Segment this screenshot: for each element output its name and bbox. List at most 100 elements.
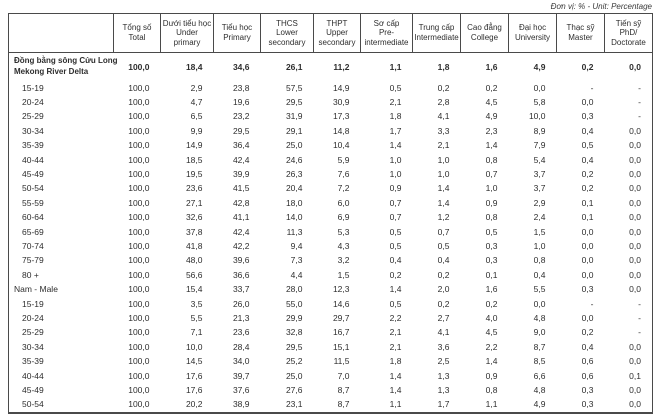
cell-value: 100,0: [128, 341, 150, 352]
row-label: 45-49: [9, 167, 114, 181]
row-label: 40-44: [9, 369, 114, 383]
cell-value: 0,0: [533, 298, 546, 309]
cell-value: 0,5: [437, 240, 450, 251]
cell-value: 1,0: [437, 154, 450, 165]
cell-value: 0,8: [485, 154, 498, 165]
table-row: 30-34 100,0 9,9 29,5 29,1 14,8 1,7 3,3 2,3 8,9 0,4…: [9, 124, 653, 138]
cell-value: 0,7: [485, 168, 498, 179]
table-row: 40-44 100,0 17,6 39,7 25,0 7,0 1,4 1,3 0,9 6,6 0,6…: [9, 369, 653, 383]
column-header-3: THCS Lower secondary: [260, 13, 314, 53]
cell-value: 2,1: [389, 341, 402, 352]
cell-value: 29,9: [285, 313, 303, 323]
cell-value: 1,4: [485, 356, 498, 367]
unit-note: Đơn vị: % - Unit: Percentage: [550, 2, 652, 11]
cell-value: 0,1: [581, 212, 594, 223]
row-label: 50-54: [9, 181, 114, 195]
cell-value: 0,0: [629, 197, 641, 208]
cell-value: 3,6: [437, 341, 450, 352]
cell-value: 11,3: [286, 226, 303, 237]
cell-value: 37,6: [232, 385, 250, 396]
cell-value: 36,6: [232, 269, 250, 280]
cell-value: 0,0: [581, 269, 594, 280]
column-header-line: Đại học: [518, 23, 547, 33]
cell-value: 9,9: [190, 125, 203, 136]
cell-value: 0,3: [581, 284, 594, 295]
table-row: Nam - Male 100,0 15,4 33,7 28,0 12,3 1,4 2,0 1,6…: [9, 282, 653, 296]
table-row: 80 + 100,0 56,6 36,6 4,4 1,5 0,2 0,2 0,1 0,4 0,0 0,…: [9, 268, 653, 282]
column-header-line: secondary: [318, 37, 356, 47]
header-row: Tổng số Total Dưới tiểu học Under primary Tiể…: [8, 13, 653, 53]
cell-value: 8,5: [533, 356, 546, 367]
cell-value: 1,1: [389, 61, 402, 72]
cell-value: 100,0: [128, 125, 150, 136]
cell-value: 41,5: [232, 183, 250, 194]
cell-value: 23,6: [232, 327, 250, 338]
cell-value: 0,0: [629, 341, 641, 352]
cell-value: 4,7: [190, 96, 203, 107]
cell-value: 0,2: [437, 298, 450, 309]
cell-value: 1,8: [389, 111, 402, 122]
cell-value: -: [638, 327, 641, 338]
cell-value: 3,3: [437, 125, 450, 136]
cell-value: 1,4: [389, 370, 402, 381]
row-label-line: 45-49: [22, 168, 44, 179]
row-label: 30-34: [9, 340, 114, 354]
cell-value: 0,0: [629, 269, 641, 280]
cell-value: -: [638, 313, 641, 323]
cell-value: 41,8: [185, 240, 203, 251]
cell-value: 0,4: [581, 154, 594, 165]
cell-value: 100,0: [128, 82, 150, 93]
cell-value: 6,5: [190, 111, 203, 122]
cell-value: -: [590, 298, 594, 309]
cell-value: -: [638, 82, 641, 93]
cell-value: 0,0: [629, 168, 641, 179]
cell-value: 8,7: [337, 385, 350, 396]
row-label-line: 25-29: [22, 111, 44, 122]
cell-value: 5,5: [533, 284, 546, 295]
cell-value: 37,8: [185, 226, 203, 237]
cell-value: 0,4: [581, 125, 594, 136]
table-row: 25-29 100,0 7,1 23,6 32,8 16,7 2,1 4,1 4,5 9,0 0,2…: [9, 325, 653, 339]
row-label-line: 70-74: [22, 240, 44, 251]
column-header-line: THCS: [276, 18, 298, 28]
cell-value: 2,0: [437, 284, 450, 295]
cell-value: 1,2: [437, 212, 450, 223]
cell-value: 28,4: [232, 341, 250, 352]
cell-value: 1,7: [389, 125, 402, 136]
cell-value: -: [590, 82, 594, 93]
cell-value: 7,2: [337, 183, 350, 194]
cell-value: 4,3: [337, 240, 350, 251]
cell-value: 100,0: [128, 327, 150, 338]
cell-value: 0,3: [485, 240, 498, 251]
cell-value: 0,7: [437, 226, 450, 237]
cell-value: 14,9: [185, 140, 203, 151]
cell-value: 0,4: [581, 341, 594, 352]
cell-value: 1,6: [485, 61, 498, 72]
table-row: 50-54 100,0 20,2 38,9 23,1 8,7 1,1 1,7 1,1 4,9 0,3…: [9, 397, 653, 412]
row-label: 40-44: [9, 153, 114, 167]
cell-value: 0,9: [485, 197, 498, 208]
cell-value: 2,1: [389, 327, 402, 338]
cell-value: 4,8: [533, 385, 546, 396]
row-label: 65-69: [9, 225, 114, 239]
cell-value: 100,0: [128, 399, 150, 410]
cell-value: -: [638, 298, 641, 309]
row-label: Nam - Male: [9, 282, 114, 296]
cell-value: 14,6: [332, 298, 350, 309]
column-header-6: Trung cấp Intermediate: [412, 13, 461, 53]
column-header-line: Master: [568, 33, 593, 42]
cell-value: 17,6: [185, 385, 203, 396]
cell-value: 4,5: [485, 96, 498, 107]
cell-value: 1,1: [389, 399, 402, 410]
row-label-line: 50-54: [22, 183, 44, 194]
cell-value: 5,3: [337, 226, 350, 237]
row-label-line: 65-69: [22, 226, 44, 237]
table-row: 25-29 100,0 6,5 23,2 31,9 17,3 1,8 4,1 4,9 10,0 0,…: [9, 109, 653, 123]
cell-value: 0,5: [581, 140, 594, 151]
cell-value: 0,0: [629, 356, 641, 367]
cell-value: 24,6: [285, 154, 303, 165]
row-label-line: 30-34: [22, 341, 44, 352]
table-body: Đồng bằng sông Cửu Long Mekong River Delt…: [9, 53, 653, 413]
cell-value: 2,2: [485, 341, 498, 352]
cell-value: 14,8: [332, 125, 350, 136]
